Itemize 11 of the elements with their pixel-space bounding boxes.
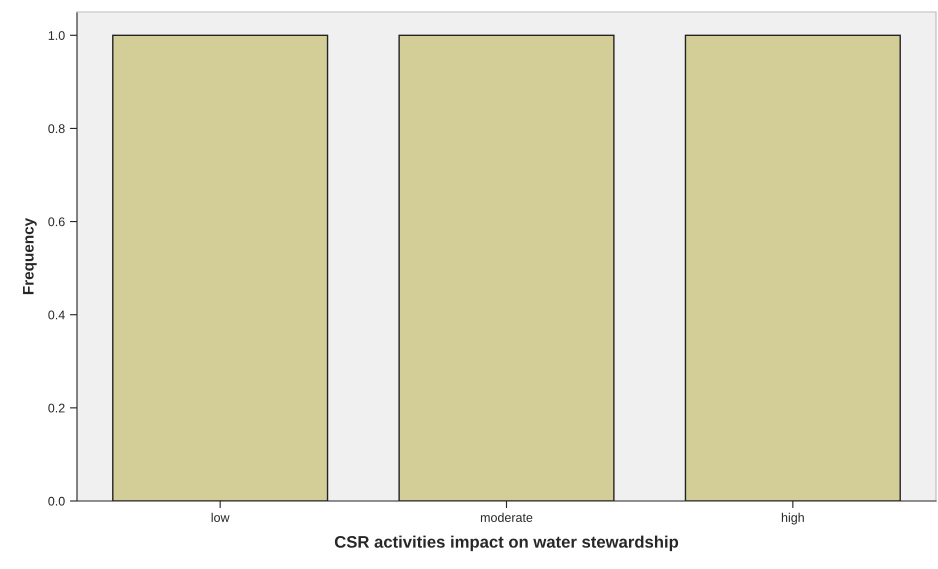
y-tick-label: 0.8 (48, 124, 65, 134)
y-tick-label: 0.2 (48, 404, 65, 413)
y-tick-label: 0.0 (48, 496, 65, 506)
y-tick-label: 1.0 (48, 31, 65, 40)
x-axis-title: CSR activities impact on water stewardship (334, 536, 678, 552)
y-tick-label: 0.4 (48, 310, 65, 320)
x-tick-label: moderate (480, 512, 532, 522)
y-tick-label: 0.6 (48, 217, 65, 226)
y-axis-title: Frequency (23, 218, 37, 294)
x-tick-label: high (782, 512, 804, 524)
x-tick-label: low (212, 512, 230, 522)
